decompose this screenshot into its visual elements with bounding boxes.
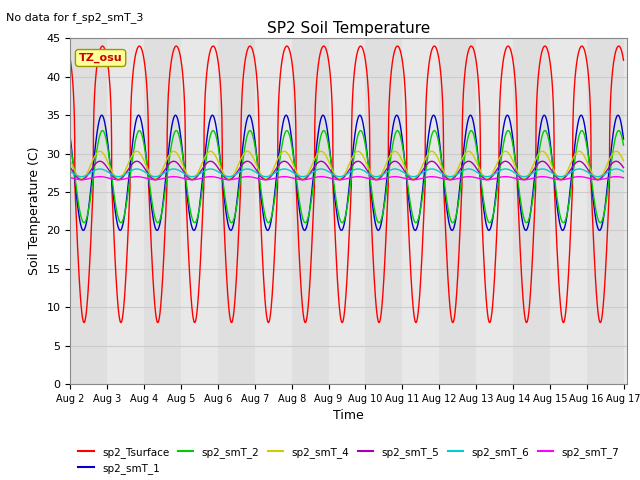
Line: sp2_smT_4: sp2_smT_4 — [70, 151, 623, 179]
sp2_smT_1 — [185, 209, 193, 215]
Y-axis label: Soil Temperature (C): Soil Temperature (C) — [28, 147, 41, 276]
Bar — [587, 38, 623, 384]
sp2_smT_4 — [185, 174, 193, 180]
sp2_Tsurface — [620, 58, 627, 63]
Bar — [365, 38, 403, 384]
sp2_smT_6 — [612, 166, 620, 172]
sp2_Tsurface — [185, 258, 193, 264]
Text: TZ_osu: TZ_osu — [79, 53, 122, 63]
sp2_smT_4 — [620, 158, 627, 164]
Bar — [255, 38, 292, 384]
sp2_Tsurface — [523, 320, 531, 325]
sp2_smT_4 — [77, 176, 85, 182]
sp2_smT_7 — [620, 175, 627, 180]
sp2_smT_7 — [67, 175, 74, 180]
sp2_smT_1 — [221, 202, 229, 207]
sp2_Tsurface — [401, 82, 409, 88]
sp2_smT_7 — [221, 177, 229, 182]
sp2_smT_6 — [620, 169, 627, 175]
Line: sp2_smT_6: sp2_smT_6 — [70, 169, 623, 177]
sp2_smT_6 — [221, 173, 229, 179]
sp2_smT_6 — [401, 170, 409, 176]
sp2_smT_2 — [620, 142, 627, 148]
sp2_smT_4 — [221, 173, 229, 179]
sp2_smT_7 — [567, 175, 575, 181]
sp2_smT_4 — [612, 148, 620, 154]
Bar — [181, 38, 218, 384]
sp2_smT_1 — [620, 136, 627, 142]
Bar — [439, 38, 476, 384]
sp2_smT_2 — [411, 218, 419, 224]
sp2_smT_5 — [612, 158, 620, 164]
sp2_smT_5 — [411, 177, 419, 182]
Bar — [108, 38, 144, 384]
Bar — [476, 38, 513, 384]
Bar — [403, 38, 439, 384]
sp2_smT_7 — [612, 174, 620, 180]
sp2_smT_2 — [620, 141, 627, 147]
sp2_smT_2 — [185, 199, 193, 205]
sp2_Tsurface — [568, 213, 575, 219]
sp2_smT_1 — [411, 228, 419, 233]
sp2_smT_7 — [185, 177, 193, 182]
sp2_Tsurface — [411, 316, 419, 322]
sp2_smT_1 — [79, 228, 87, 233]
sp2_smT_5 — [620, 165, 627, 170]
sp2_smT_5 — [401, 169, 409, 175]
sp2_smT_2 — [504, 128, 512, 133]
sp2_smT_1 — [620, 135, 627, 141]
sp2_smT_6 — [411, 174, 419, 180]
sp2_Tsurface — [67, 58, 74, 63]
sp2_smT_6 — [67, 169, 74, 175]
Title: SP2 Soil Temperature: SP2 Soil Temperature — [267, 21, 431, 36]
Bar — [292, 38, 328, 384]
sp2_Tsurface — [221, 239, 228, 245]
Text: No data for f_sp2_smT_3: No data for f_sp2_smT_3 — [6, 12, 144, 23]
sp2_smT_6 — [77, 174, 85, 180]
sp2_smT_4 — [401, 164, 409, 170]
sp2_smT_6 — [185, 173, 193, 179]
Bar — [328, 38, 365, 384]
sp2_smT_1 — [401, 160, 409, 166]
Line: sp2_smT_2: sp2_smT_2 — [70, 131, 623, 223]
Line: sp2_smT_7: sp2_smT_7 — [70, 177, 623, 180]
sp2_smT_1 — [614, 112, 622, 118]
sp2_smT_5 — [77, 177, 85, 182]
sp2_Tsurface — [504, 43, 512, 49]
sp2_smT_6 — [567, 169, 575, 175]
sp2_smT_5 — [67, 165, 74, 170]
sp2_smT_4 — [567, 160, 575, 166]
Bar — [70, 38, 108, 384]
sp2_smT_1 — [567, 178, 575, 183]
sp2_smT_6 — [620, 168, 627, 174]
Legend: sp2_Tsurface, sp2_smT_1, sp2_smT_2, sp2_smT_4, sp2_smT_5, sp2_smT_6, sp2_smT_7: sp2_Tsurface, sp2_smT_1, sp2_smT_2, sp2_… — [74, 443, 623, 478]
Bar — [550, 38, 587, 384]
sp2_smT_5 — [185, 176, 193, 181]
Bar — [513, 38, 550, 384]
sp2_smT_7 — [77, 177, 85, 182]
Bar — [218, 38, 255, 384]
sp2_smT_2 — [523, 220, 531, 226]
sp2_Tsurface — [620, 57, 627, 62]
sp2_smT_7 — [620, 175, 627, 180]
sp2_smT_7 — [401, 176, 409, 181]
sp2_smT_5 — [221, 175, 229, 180]
sp2_smT_7 — [411, 177, 419, 182]
sp2_smT_2 — [221, 193, 228, 199]
sp2_smT_1 — [67, 136, 74, 142]
Line: sp2_smT_5: sp2_smT_5 — [70, 161, 623, 180]
Line: sp2_smT_1: sp2_smT_1 — [70, 115, 623, 230]
sp2_smT_2 — [401, 159, 409, 165]
sp2_smT_4 — [620, 157, 627, 163]
sp2_smT_2 — [67, 142, 74, 148]
Bar — [144, 38, 181, 384]
sp2_smT_2 — [568, 184, 575, 190]
X-axis label: Time: Time — [333, 409, 364, 422]
sp2_smT_4 — [67, 158, 74, 164]
sp2_smT_5 — [567, 166, 575, 172]
Line: sp2_Tsurface: sp2_Tsurface — [70, 46, 623, 323]
sp2_smT_5 — [620, 165, 627, 170]
sp2_smT_4 — [411, 176, 419, 181]
